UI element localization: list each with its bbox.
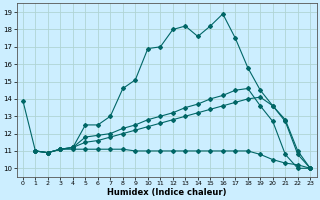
X-axis label: Humidex (Indice chaleur): Humidex (Indice chaleur) (107, 188, 226, 197)
